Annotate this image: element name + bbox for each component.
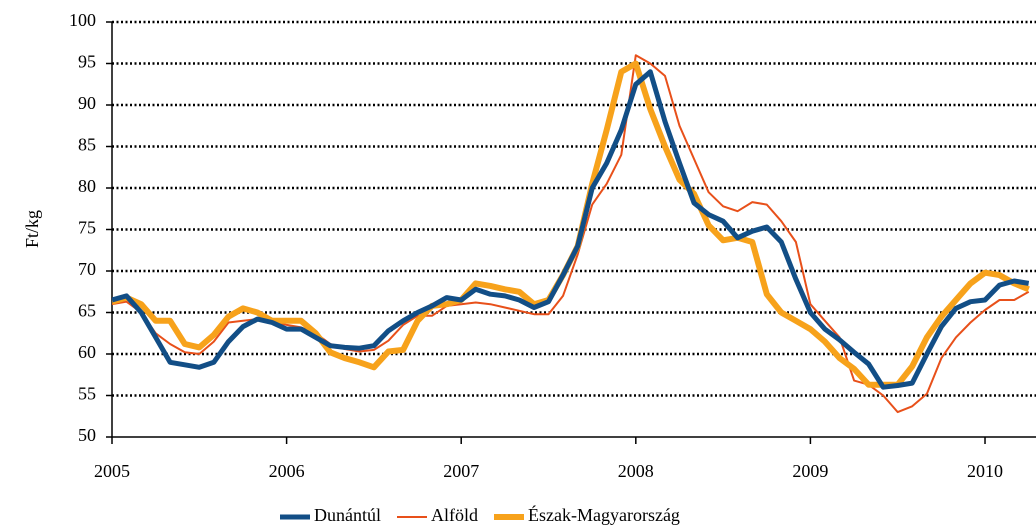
plot-area: [112, 54, 1030, 414]
series-line: [112, 60, 1030, 388]
y-tick-label: 65: [78, 301, 96, 321]
x-tick-label: 2009: [792, 461, 828, 481]
y-axis-label: Ft/kg: [22, 210, 42, 248]
y-tick-label: 90: [78, 93, 96, 113]
y-tick-label: 100: [69, 10, 96, 30]
y-tick-label: 55: [78, 384, 96, 404]
x-tick-label: 2010: [967, 461, 1003, 481]
y-tick-label: 80: [78, 176, 96, 196]
series-line: [112, 54, 1030, 414]
legend-label: Észak-Magyarország: [528, 504, 680, 525]
y-tick-label: 95: [78, 52, 96, 72]
legend: Dunántúl Alföld Észak-Magyarország: [280, 504, 680, 525]
y-tick-label: 50: [78, 425, 96, 445]
series-line: [112, 69, 1030, 390]
y-tick-label: 75: [78, 218, 96, 238]
x-tick-label: 2005: [94, 461, 130, 481]
y-tick-label: 60: [78, 342, 96, 362]
y-tick-label: 70: [78, 259, 96, 279]
legend-label: Dunántúl: [314, 505, 381, 525]
y-tick-label: 85: [78, 135, 96, 155]
legend-label: Alföld: [431, 505, 478, 525]
x-tick-label: 2008: [618, 461, 654, 481]
x-tick-label: 2007: [443, 461, 479, 481]
x-tick-label: 2006: [269, 461, 305, 481]
